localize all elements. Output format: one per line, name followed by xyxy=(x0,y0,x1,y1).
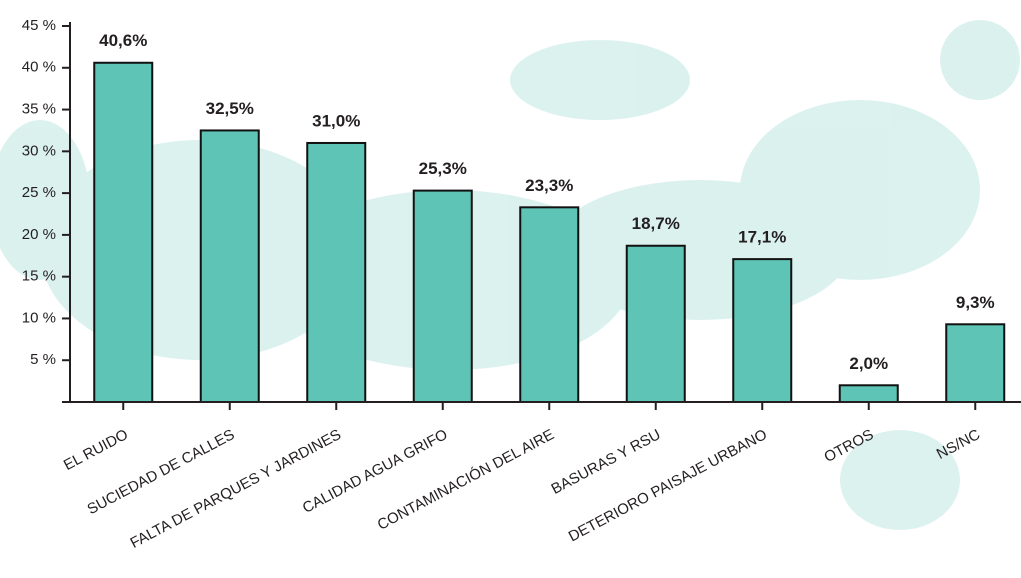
bar xyxy=(93,61,154,404)
value-label: 17,1% xyxy=(738,228,786,247)
x-tick-label: EL RUIDO xyxy=(61,426,131,474)
y-tick-label: 35 % xyxy=(22,101,56,118)
x-tick-label: DETERIORO PAISAJE URBANO xyxy=(566,426,770,545)
y-tick-label: 10 % xyxy=(22,309,56,326)
y-tick-label: 30 % xyxy=(22,142,56,159)
bar xyxy=(732,258,793,403)
value-label: 18,7% xyxy=(632,214,680,233)
y-tick-label: 20 % xyxy=(22,226,56,243)
value-label: 40,6% xyxy=(99,31,147,50)
bar xyxy=(838,384,899,403)
value-label: 31,0% xyxy=(312,111,360,130)
value-label: 25,3% xyxy=(419,159,467,178)
x-tick-label: FALTA DE PARQUES Y JARDINES xyxy=(127,426,344,552)
y-tick-label: 15 % xyxy=(22,268,56,285)
y-tick-label: 40 % xyxy=(22,59,56,76)
y-tick-label: 5 % xyxy=(30,351,56,368)
value-label: 23,3% xyxy=(525,176,573,195)
bar xyxy=(306,141,367,403)
bar xyxy=(412,189,473,403)
bar xyxy=(199,129,260,403)
value-label: 2,0% xyxy=(849,354,888,373)
y-tick-label: 25 % xyxy=(22,184,56,201)
bar xyxy=(519,206,580,403)
bar xyxy=(625,244,686,403)
value-label: 9,3% xyxy=(956,293,995,312)
x-tick-label: CONTAMINACIÓN DEL AIRE xyxy=(375,426,557,534)
x-tick-label: NS/NC xyxy=(934,426,983,463)
value-label: 32,5% xyxy=(206,99,254,118)
y-tick-label: 45 % xyxy=(22,17,56,34)
bar xyxy=(945,323,1006,403)
